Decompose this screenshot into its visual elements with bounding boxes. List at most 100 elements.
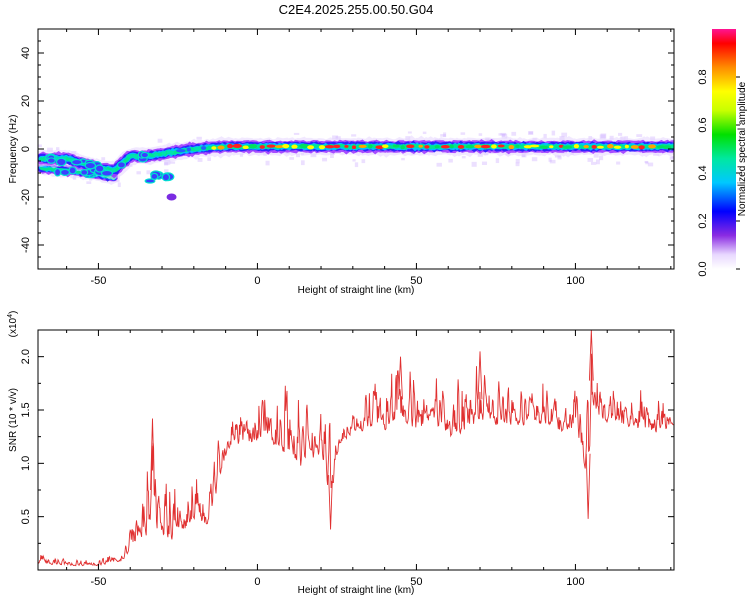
snr-extreme — [588, 330, 594, 381]
spectral-speckle — [197, 158, 203, 162]
spectral-speckle — [265, 160, 270, 166]
spectral-speckle — [136, 171, 141, 175]
spectral-speckle — [528, 131, 534, 135]
ridge-hotspot — [508, 145, 515, 150]
ridge-hotspot — [153, 153, 159, 157]
ridge-hotspot — [449, 144, 454, 149]
spectral-speckle — [599, 155, 604, 161]
spectral-speckle — [644, 160, 649, 164]
spectral-speckle — [477, 153, 483, 157]
chart-title: C2E4.2025.255.00.50.G04 — [279, 2, 434, 17]
spectral-blob — [161, 172, 171, 182]
ridge-hotspot — [597, 145, 604, 149]
ridge-hotspot — [318, 145, 326, 150]
ridge-hotspot — [333, 144, 341, 149]
snr-y-ticks: 0.5 1.0 1.5 2.0 — [20, 349, 674, 544]
ridge-hotspot — [344, 144, 349, 148]
ridge-hotspot — [497, 144, 505, 148]
isolated-blob — [166, 193, 177, 201]
spectral-speckle — [515, 159, 520, 164]
spectral-speckle — [322, 157, 328, 162]
ridge-hotspot — [259, 145, 265, 149]
spectral-speckle — [56, 147, 60, 150]
ridge-hotspot — [232, 143, 242, 149]
spectral-speckle — [295, 153, 301, 158]
ridge-hotspot — [613, 145, 622, 149]
snr-extreme — [150, 418, 155, 491]
spectral-speckle — [554, 155, 561, 158]
spectral-speckle — [47, 147, 53, 152]
snr-extreme — [328, 475, 333, 530]
ridge-hotspot — [562, 145, 573, 149]
spectral-speckle — [548, 157, 552, 162]
y-tick-label: 0.5 — [20, 509, 32, 524]
x-tick-label: 50 — [410, 576, 422, 588]
spectral-speckle — [163, 162, 169, 166]
ridge-hotspot — [217, 145, 225, 150]
ridge-hotspot — [638, 145, 645, 150]
spectrogram-x-label: Height of straight line (km) — [298, 285, 415, 296]
ridge-hotspot — [274, 145, 285, 149]
x-tick-label: 100 — [566, 275, 584, 287]
spectral-speckle — [549, 159, 556, 164]
spectral-speckle — [101, 157, 106, 161]
y-tick-label: 0 — [20, 146, 32, 152]
spectral-speckle — [599, 134, 606, 140]
ridge-hotspot — [111, 168, 116, 172]
colorbar-tick-label: 0.8 — [697, 69, 709, 84]
snr-line — [38, 353, 674, 567]
spectral-speckle — [164, 169, 169, 173]
ridge-hotspot — [491, 144, 497, 149]
ridge-hotspot — [434, 145, 440, 149]
spectral-speckle — [618, 132, 623, 136]
spectral-speckle — [495, 158, 500, 164]
spectral-speckle — [551, 130, 556, 136]
x-tick-label: 0 — [254, 576, 260, 588]
ridge-hotspot — [375, 145, 385, 150]
y-tick-label: 1.0 — [20, 456, 32, 471]
ridge-hotspot — [591, 145, 597, 149]
colorbar-gradient — [712, 29, 736, 269]
spectral-speckle — [671, 156, 674, 159]
spectral-speckle — [354, 162, 359, 168]
snr-panel: -50 0 50 100 0.5 1.0 1.5 2.0 Height of straigh… — [7, 311, 675, 596]
ridge-hotspot — [291, 144, 298, 149]
spectral-speckle — [561, 132, 568, 137]
spectral-speckle — [522, 154, 526, 157]
snr-x-label: Height of straight line (km) — [298, 585, 415, 596]
spectral-speckle — [239, 153, 244, 157]
spectral-speckle — [289, 157, 295, 160]
ridge-hotspot — [282, 144, 290, 149]
ridge-hotspot — [211, 146, 217, 150]
spectral-speckle — [590, 161, 597, 165]
spectral-speckle — [616, 161, 621, 165]
y-tick-label: 40 — [20, 47, 32, 59]
snr-extreme — [585, 453, 591, 519]
spectral-blob — [46, 157, 56, 164]
spectral-blob — [116, 161, 127, 169]
ridge-hotspot — [515, 144, 520, 148]
snr-x-ticks: -50 0 50 100 — [66, 330, 672, 588]
spectral-blob — [55, 157, 67, 167]
colorbar-tick-label: 0.2 — [697, 213, 709, 228]
ridge-hotspot — [440, 144, 450, 149]
ridge-hotspot — [367, 144, 373, 149]
spectral-speckle — [157, 138, 163, 143]
ridge-hotspot — [161, 151, 167, 156]
spectral-speckle — [117, 182, 121, 188]
ridge-hotspot — [465, 145, 474, 149]
ridge-hotspot — [248, 144, 258, 149]
spectral-speckle — [557, 155, 562, 160]
spectral-speckle — [361, 159, 366, 164]
spectral-speckle — [636, 134, 643, 138]
spectral-speckle — [471, 161, 477, 167]
spectrogram-panel: -50 0 50 100 -40 -20 0 20 40 Height of straight… — [8, 28, 675, 296]
spectral-speckle — [588, 136, 593, 140]
spectral-speckle — [407, 131, 412, 134]
spectral-blob — [140, 151, 150, 159]
spectral-speckle — [647, 162, 654, 167]
y-tick-label: 2.0 — [20, 349, 32, 364]
spectral-speckle — [624, 136, 629, 140]
ridge-hotspot — [474, 144, 482, 149]
spectral-speckle — [207, 157, 211, 161]
